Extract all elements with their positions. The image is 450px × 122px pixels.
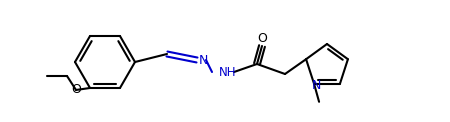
Text: O: O: [71, 83, 81, 97]
Text: N: N: [198, 54, 208, 66]
Text: NH: NH: [219, 66, 237, 78]
Text: N: N: [311, 79, 321, 92]
Text: O: O: [257, 32, 267, 46]
